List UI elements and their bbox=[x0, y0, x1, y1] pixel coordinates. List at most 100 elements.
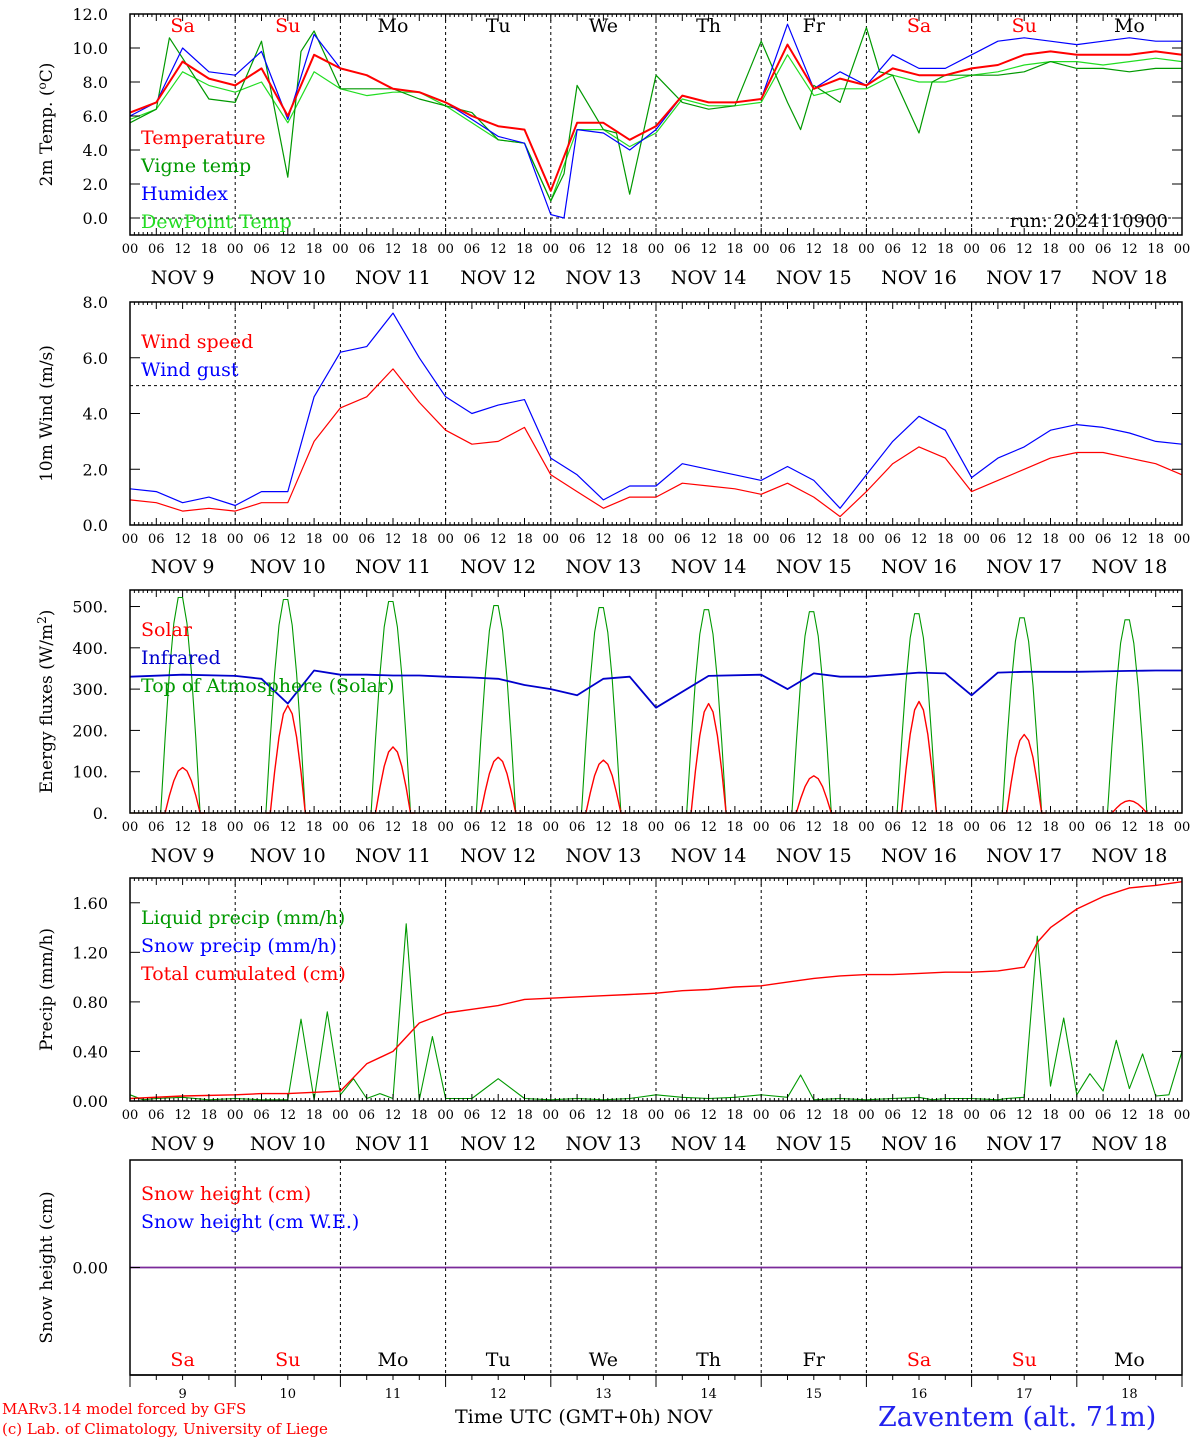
hour-tick-label: 18 bbox=[201, 532, 218, 547]
y-tick-label: 0.00 bbox=[72, 1259, 108, 1278]
hour-tick-label: 12 bbox=[490, 242, 507, 257]
weekday-label: Fr bbox=[803, 1349, 826, 1371]
hour-tick-label: 00 bbox=[963, 820, 980, 835]
hour-tick-label: 18 bbox=[306, 242, 323, 257]
x-axis-title-text: Time UTC (GMT+0h) bbox=[455, 1406, 661, 1428]
weekday-label: Th bbox=[696, 1349, 721, 1371]
infrared-curve bbox=[129, 669, 1182, 709]
hour-tick-label: 06 bbox=[674, 242, 691, 257]
hour-tick-label: 18 bbox=[1042, 532, 1059, 547]
hour-tick-label: 06 bbox=[569, 242, 586, 257]
day-label: NOV 10 bbox=[250, 267, 326, 289]
hour-tick-label: 00 bbox=[648, 242, 665, 257]
day-label: NOV 13 bbox=[565, 1133, 641, 1155]
hour-tick-label: 00 bbox=[1069, 1108, 1086, 1123]
hour-tick-label: 12 bbox=[385, 532, 402, 547]
hour-tick-label: 12 bbox=[174, 1108, 191, 1123]
legend-solar: Solar bbox=[141, 619, 193, 641]
day-number: 10 bbox=[280, 1387, 297, 1402]
hour-tick-label: 18 bbox=[937, 242, 954, 257]
panel-frame bbox=[129, 589, 1183, 814]
toa-solar-curve bbox=[787, 611, 841, 814]
solar-curve bbox=[791, 775, 836, 814]
series-line-1 bbox=[129, 312, 1183, 509]
hour-tick-label: 18 bbox=[1147, 1108, 1164, 1123]
hour-tick-label: 18 bbox=[832, 820, 849, 835]
toa-solar-curve bbox=[156, 596, 209, 814]
y-tick-label: 1.20 bbox=[72, 943, 108, 962]
hour-tick-label: 18 bbox=[621, 242, 638, 257]
hour-tick-label: 00 bbox=[1069, 532, 1086, 547]
day-number: 14 bbox=[700, 1387, 717, 1402]
snow-panel: 0.00 Sa Su Mo Tu We Th Fr Sa Su Mo 9 10 11 12 13 14 15 16 1… bbox=[37, 1159, 1183, 1402]
hour-tick-label: 18 bbox=[1042, 820, 1059, 835]
hour-tick-label: 06 bbox=[990, 820, 1007, 835]
day-number: 9 bbox=[178, 1387, 186, 1402]
solar-curve bbox=[476, 756, 521, 814]
hour-tick-label: 12 bbox=[174, 532, 191, 547]
hour-tick-label: 12 bbox=[806, 820, 823, 835]
hour-tick-label: 06 bbox=[779, 820, 796, 835]
day-label: NOV 15 bbox=[776, 556, 852, 578]
hour-tick-label: 00 bbox=[753, 1108, 770, 1123]
weekday-label: Sa bbox=[907, 15, 931, 37]
hour-tick-label: 18 bbox=[1042, 1108, 1059, 1123]
hour-tick-label: 06 bbox=[674, 532, 691, 547]
day-number: 12 bbox=[490, 1387, 507, 1402]
legend-snow-precip-mm-h: Snow precip (mm/h) bbox=[141, 935, 337, 957]
day-number: 13 bbox=[595, 1387, 612, 1402]
hour-tick-label: 00 bbox=[122, 820, 139, 835]
unit-suffix: ) bbox=[37, 610, 57, 617]
hour-tick-label: 12 bbox=[595, 242, 612, 257]
day-label: NOV 9 bbox=[151, 556, 215, 578]
hour-tick-label: 06 bbox=[1095, 1108, 1112, 1123]
hour-tick-label: 00 bbox=[122, 242, 139, 257]
hour-tick-label: 00 bbox=[1174, 820, 1191, 835]
day-label: NOV 12 bbox=[460, 556, 536, 578]
weekday-label: Su bbox=[1012, 1349, 1037, 1371]
day-label: NOV 11 bbox=[355, 267, 431, 289]
hour-tick-label: 12 bbox=[1121, 532, 1138, 547]
hour-tick-label: 06 bbox=[779, 1108, 796, 1123]
legend-liquid-precip-mm-h: Liquid precip (mm/h) bbox=[141, 907, 345, 929]
y-tick-label: 8.0 bbox=[83, 293, 108, 312]
y-tick-label: 0.00 bbox=[72, 1092, 108, 1111]
hour-tick-label: 18 bbox=[201, 820, 218, 835]
hour-tick-label: 12 bbox=[1016, 820, 1033, 835]
hour-tick-label: 06 bbox=[1095, 532, 1112, 547]
hour-tick-label: 12 bbox=[1016, 242, 1033, 257]
weekday-label: Th bbox=[696, 15, 721, 37]
hour-tick-label: 00 bbox=[1174, 532, 1191, 547]
solar-curve bbox=[1107, 799, 1152, 814]
hour-tick-label: 12 bbox=[700, 242, 717, 257]
hour-tick-label: 18 bbox=[1147, 532, 1164, 547]
hour-tick-label: 18 bbox=[1147, 820, 1164, 835]
toa-solar-curve bbox=[892, 613, 946, 814]
hour-tick-label: 18 bbox=[937, 1108, 954, 1123]
weekday-label: Mo bbox=[378, 1349, 409, 1371]
hour-tick-label: 06 bbox=[148, 1108, 165, 1123]
weekday-label: Mo bbox=[378, 15, 409, 37]
day-label: NOV 13 bbox=[565, 845, 641, 867]
hour-tick-label: 06 bbox=[464, 1108, 481, 1123]
hour-tick-label: 00 bbox=[543, 242, 560, 257]
weekday-label: Su bbox=[275, 15, 300, 37]
day-label: NOV 12 bbox=[460, 1133, 536, 1155]
hour-tick-label: 18 bbox=[937, 532, 954, 547]
day-label: NOV 18 bbox=[1091, 1133, 1167, 1155]
y-tick-label: 400. bbox=[72, 639, 108, 658]
x-axis-title: Time UTC (GMT+0h) NOV bbox=[455, 1406, 712, 1428]
hour-tick-label: 12 bbox=[595, 1108, 612, 1123]
hour-tick-label: 12 bbox=[385, 820, 402, 835]
legend-wind-gust: Wind gust bbox=[141, 359, 239, 381]
day-label: NOV 12 bbox=[460, 845, 536, 867]
y-tick-label: 4.0 bbox=[83, 141, 108, 160]
hour-tick-label: 06 bbox=[884, 242, 901, 257]
hour-tick-label: 18 bbox=[727, 532, 744, 547]
day-label: NOV 16 bbox=[881, 556, 957, 578]
y-axis-label: Energy fluxes (W/m2) bbox=[35, 610, 57, 794]
day-label: NOV 16 bbox=[881, 267, 957, 289]
y-tick-label: 12.0 bbox=[72, 5, 108, 24]
y-tick-label: 2.0 bbox=[83, 175, 108, 194]
hour-tick-label: 06 bbox=[464, 532, 481, 547]
